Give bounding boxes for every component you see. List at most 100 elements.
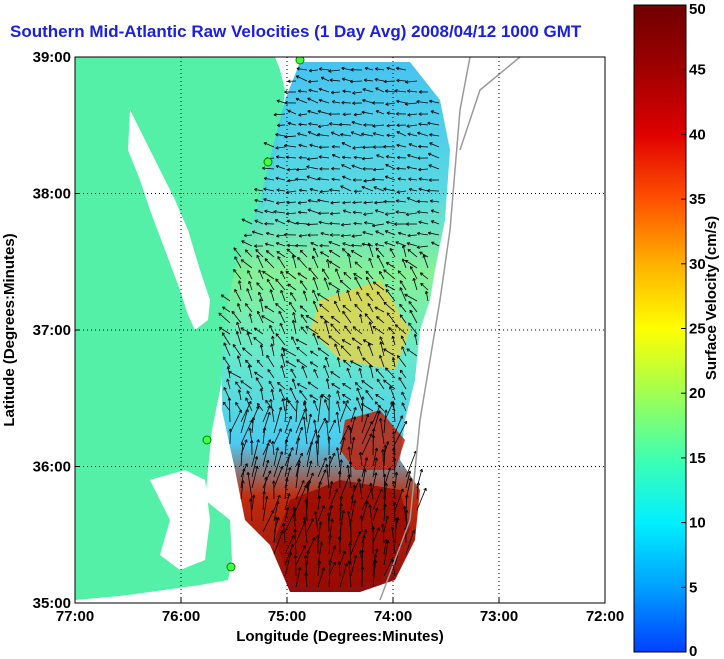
velocity-arrowhead xyxy=(296,399,299,403)
velocity-arrow xyxy=(351,121,363,126)
velocity-arrow xyxy=(295,178,308,181)
velocity-arrowhead xyxy=(355,555,358,559)
velocity-arrowhead xyxy=(394,223,398,226)
velocity-arrow xyxy=(294,529,297,555)
x-tick-label: 72:00 xyxy=(586,608,624,625)
velocity-arrowhead xyxy=(375,87,378,91)
velocity-arrowhead xyxy=(431,209,435,211)
velocity-arrowhead xyxy=(372,281,375,285)
velocity-arrow xyxy=(247,270,253,280)
velocity-arrowhead xyxy=(291,535,294,538)
velocity-arrowhead xyxy=(348,446,351,450)
velocity-arrowhead xyxy=(371,434,374,438)
velocity-arrow xyxy=(308,123,319,126)
velocity-arrow xyxy=(235,381,242,390)
velocity-arrow xyxy=(340,345,352,357)
map-plot-area[interactable] xyxy=(75,56,605,603)
velocity-arrowhead xyxy=(312,255,316,259)
velocity-arrowhead xyxy=(318,221,322,225)
velocity-arrowhead xyxy=(275,242,279,246)
velocity-arrowhead xyxy=(319,394,322,398)
velocity-arrow xyxy=(295,408,306,434)
velocity-arrowhead xyxy=(253,336,257,339)
velocity-arrow xyxy=(265,243,275,247)
velocity-arrowhead xyxy=(330,323,332,327)
velocity-arrow xyxy=(369,364,374,379)
velocity-arrowhead xyxy=(408,322,412,325)
velocity-arrowhead xyxy=(298,113,302,116)
velocity-arrowhead xyxy=(280,322,283,326)
velocity-arrow xyxy=(238,280,242,291)
velocity-arrow xyxy=(331,178,341,181)
velocity-arrow xyxy=(372,281,385,291)
velocity-arrowhead xyxy=(362,549,365,553)
velocity-arrow xyxy=(343,210,352,214)
velocity-arrowhead xyxy=(383,269,386,273)
velocity-arrowhead xyxy=(373,559,376,563)
velocity-arrow xyxy=(383,474,386,500)
velocity-arrow xyxy=(383,503,386,522)
velocity-arrowhead xyxy=(314,440,317,444)
velocity-arrowhead xyxy=(373,186,376,190)
velocity-arrow xyxy=(317,567,325,588)
velocity-arrowhead xyxy=(417,156,421,159)
velocity-arrowhead xyxy=(258,439,260,443)
velocity-arrow xyxy=(393,481,396,500)
velocity-arrowhead xyxy=(267,278,271,281)
velocity-arrowhead xyxy=(418,146,422,149)
velocity-arrowhead xyxy=(353,437,356,441)
velocity-arrow xyxy=(245,397,253,412)
velocity-arrow xyxy=(414,333,418,346)
velocity-arrowhead xyxy=(317,132,321,135)
velocity-arrowhead xyxy=(391,526,395,530)
velocity-arrowhead xyxy=(406,242,410,246)
velocity-arrow xyxy=(276,201,286,204)
velocity-arrow xyxy=(287,179,297,182)
velocity-arrowhead xyxy=(300,280,304,283)
velocity-arrowhead xyxy=(307,200,311,203)
velocity-arrow xyxy=(293,506,297,522)
colorbar-label: Surface Velocity (cm/s) xyxy=(703,216,720,380)
velocity-arrowhead xyxy=(363,468,366,472)
velocity-arrowhead xyxy=(308,79,311,83)
velocity-arrow xyxy=(262,491,265,511)
velocity-arrowhead xyxy=(360,515,364,519)
velocity-arrowhead xyxy=(323,469,326,472)
velocity-arrow xyxy=(405,530,415,555)
velocity-arrowhead xyxy=(290,543,294,547)
velocity-arrowhead xyxy=(310,242,313,246)
velocity-arrowhead xyxy=(343,359,345,363)
velocity-arrow xyxy=(343,272,352,280)
velocity-arrow xyxy=(273,447,279,467)
velocity-arrowhead xyxy=(383,348,386,352)
velocity-arrow xyxy=(396,144,407,148)
velocity-arrow xyxy=(262,167,275,170)
velocity-arrow xyxy=(385,155,396,159)
velocity-arrowhead xyxy=(329,223,333,226)
velocity-arrowhead xyxy=(240,380,243,384)
velocity-arrow xyxy=(342,78,352,82)
velocity-arrowhead xyxy=(353,554,357,558)
velocity-arrow xyxy=(427,122,440,126)
velocity-arrowhead xyxy=(330,323,334,326)
velocity-arrowhead xyxy=(355,407,357,411)
velocity-arrowhead xyxy=(417,210,421,213)
velocity-arrowhead xyxy=(349,81,353,84)
velocity-arrow xyxy=(342,248,352,258)
velocity-arrow xyxy=(431,241,440,247)
velocity-arrowhead xyxy=(264,210,268,214)
velocity-arrow xyxy=(395,211,407,214)
velocity-arrowhead xyxy=(253,494,256,498)
velocity-arrowhead xyxy=(373,434,376,438)
velocity-arrow xyxy=(295,222,308,225)
velocity-arrowhead xyxy=(372,125,376,128)
velocity-arrowhead xyxy=(247,471,251,475)
velocity-arrow xyxy=(361,457,368,478)
velocity-arrow xyxy=(359,452,363,467)
velocity-arrow xyxy=(262,476,267,500)
velocity-arrowhead xyxy=(309,144,313,148)
velocity-arrow xyxy=(346,367,352,379)
velocity-arrowhead xyxy=(428,231,432,234)
velocity-arrowhead xyxy=(297,272,300,276)
velocity-arrowhead xyxy=(391,357,394,361)
